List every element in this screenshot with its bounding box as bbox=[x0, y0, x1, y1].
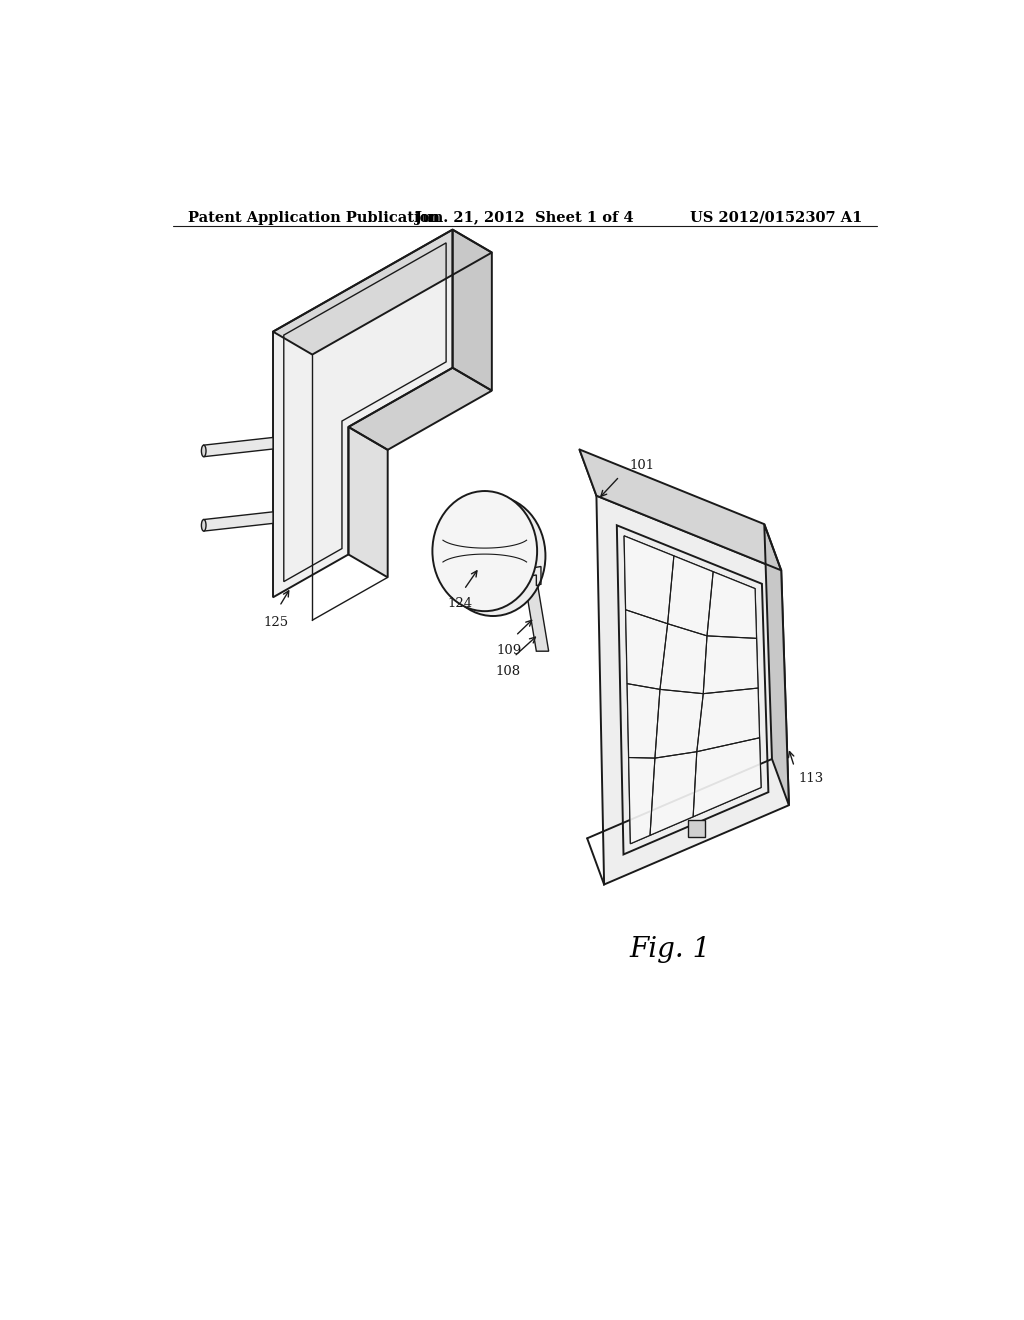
Ellipse shape bbox=[440, 496, 546, 616]
Polygon shape bbox=[273, 230, 453, 597]
Polygon shape bbox=[348, 426, 388, 577]
Polygon shape bbox=[693, 738, 761, 817]
Polygon shape bbox=[659, 624, 707, 694]
Polygon shape bbox=[668, 556, 713, 636]
Polygon shape bbox=[687, 820, 705, 837]
Polygon shape bbox=[527, 566, 541, 586]
Text: 125: 125 bbox=[263, 616, 288, 630]
Text: 109: 109 bbox=[497, 644, 522, 656]
Polygon shape bbox=[627, 684, 659, 758]
Polygon shape bbox=[580, 449, 781, 570]
Ellipse shape bbox=[202, 520, 206, 531]
Text: US 2012/0152307 A1: US 2012/0152307 A1 bbox=[690, 211, 862, 224]
Polygon shape bbox=[524, 582, 549, 651]
Polygon shape bbox=[624, 536, 674, 624]
Polygon shape bbox=[696, 688, 760, 751]
Polygon shape bbox=[764, 524, 788, 805]
Text: 113: 113 bbox=[799, 772, 824, 785]
Polygon shape bbox=[626, 610, 668, 689]
Ellipse shape bbox=[202, 445, 206, 457]
Polygon shape bbox=[629, 758, 655, 843]
Polygon shape bbox=[596, 496, 788, 884]
Polygon shape bbox=[273, 230, 492, 355]
Polygon shape bbox=[703, 636, 758, 694]
Polygon shape bbox=[655, 689, 703, 758]
Polygon shape bbox=[204, 437, 273, 457]
Text: Patent Application Publication: Patent Application Publication bbox=[188, 211, 440, 224]
Polygon shape bbox=[273, 230, 492, 355]
Polygon shape bbox=[204, 512, 273, 531]
Text: Jun. 21, 2012  Sheet 1 of 4: Jun. 21, 2012 Sheet 1 of 4 bbox=[416, 211, 634, 224]
Polygon shape bbox=[348, 368, 492, 450]
Polygon shape bbox=[453, 230, 492, 391]
Ellipse shape bbox=[432, 491, 538, 611]
Text: 101: 101 bbox=[630, 459, 654, 471]
Text: 108: 108 bbox=[496, 665, 520, 678]
Text: 124: 124 bbox=[447, 597, 473, 610]
Polygon shape bbox=[650, 751, 696, 836]
Text: Fig. 1: Fig. 1 bbox=[629, 936, 711, 964]
Polygon shape bbox=[707, 572, 757, 639]
